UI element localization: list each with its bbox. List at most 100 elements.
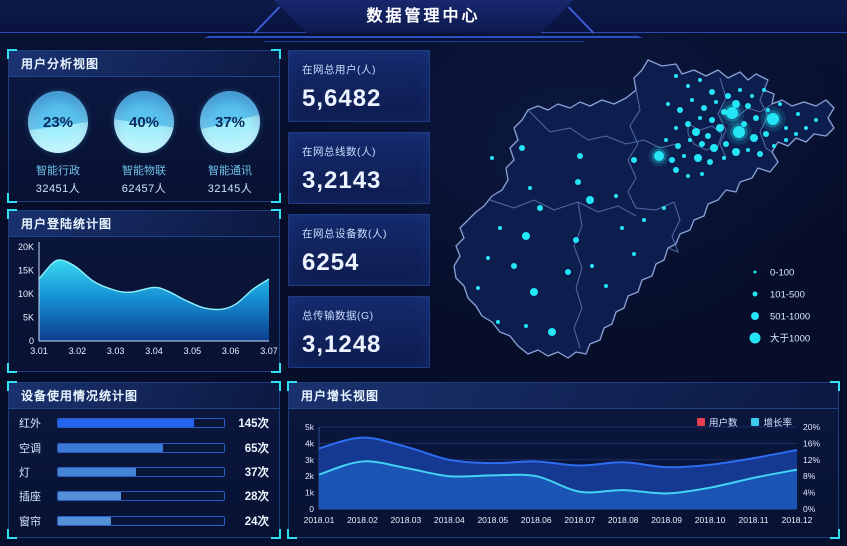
panel-device-usage: 设备使用情况统计图 红外 145次 空调 65次 灯 37次 插座 28次 [7,381,281,539]
gauge-count: 32145人 [207,183,253,195]
corner-accent [7,193,17,203]
stat-card-column: 在网总用户(人) 5,6482 在网总线数(人) 3,2143 在网总设备数(人… [288,50,430,368]
legend-swatch-growth-rate [751,418,760,426]
stat-label: 总传输数据(G) [302,310,374,322]
stat-value: 5,6482 [302,85,382,112]
svg-text:2018.01: 2018.01 [304,515,335,525]
corner-accent [271,363,281,373]
stat-card-total-data: 总传输数据(G) 3,1248 [288,296,430,368]
legend-label: 用户数 [708,418,738,429]
gauge-percent: 23% [42,113,74,131]
svg-text:2018.04: 2018.04 [434,515,465,525]
panel-title-user-analysis: 用户分析视图 [9,51,279,77]
corner-accent [271,193,281,203]
gauge-percent: 40% [128,113,160,131]
svg-text:3.02: 3.02 [69,346,87,356]
svg-text:8%: 8% [803,471,816,481]
stat-value: 6254 [302,249,360,276]
gauge-count: 62457人 [121,183,167,195]
svg-text:5K: 5K [23,313,34,323]
bar-value: 65次 [244,442,269,455]
bar-track [57,418,225,429]
gauge-label: 智能行政 [36,165,80,177]
corner-accent [287,381,297,391]
bar-value: 24次 [244,515,269,528]
svg-text:2018.08: 2018.08 [608,515,639,525]
corner-accent [7,529,17,539]
bar-fill [58,492,122,501]
svg-text:1k: 1k [305,488,315,498]
stat-label: 在网总设备数(人) [302,228,387,240]
panel-title-login-stats: 用户登陆统计图 [9,211,279,237]
svg-text:5k: 5k [305,422,315,432]
corner-accent [7,49,17,59]
bar-fill [58,419,195,428]
panel-user-analysis: 用户分析视图 23% 智能行政 32451人 40% 智能物联 62457人 3… [7,49,281,203]
corner-accent [7,381,17,391]
svg-text:3.04: 3.04 [145,346,163,356]
bar-value: 28次 [244,491,269,504]
legend-swatch-users [696,418,705,426]
svg-text:3.01: 3.01 [30,346,48,356]
svg-text:3.07: 3.07 [260,346,278,356]
growth-area-chart: 0 0% 1k 4% 2k 8% 3k 12% 4k 16% 5k 20% 2018.01 2018.02… [304,422,821,525]
gauge-count: 32451人 [35,183,81,195]
svg-text:2018.09: 2018.09 [651,515,682,525]
svg-text:501-1000: 501-1000 [770,312,810,323]
stat-label: 在网总用户(人) [302,64,376,76]
stat-value: 3,2143 [302,167,382,194]
corner-accent [271,529,281,539]
svg-text:3.03: 3.03 [107,346,125,356]
corner-accent [830,529,840,539]
svg-text:3.05: 3.05 [184,346,202,356]
stat-label: 在网总线数(人) [302,146,376,158]
gauge-admin: 23% 智能行政 32451人 [18,91,98,196]
login-area-chart: 0 5K 10K 15K 20K 3.01 3.02 3.03 3.04 3.05 3.06 3.07 [18,242,278,356]
legend-item-users[interactable]: 用户数 [696,415,738,429]
panel-user-growth: 用户增长视图 用户数 增长率 0 0% 1k 4% 2k 8% 3k 12% 4k 16% 5k 20… [287,381,840,539]
corner-accent [7,363,17,373]
bar-fill [58,516,112,525]
svg-text:4%: 4% [803,488,816,498]
header-bar: 数据管理中心 [0,0,847,34]
gauge-iot: 40% 智能物联 62457人 [104,91,184,196]
panel-login-stats: 用户登陆统计图 0 5K 10K 15K 20K 3.01 3.02 3.03 3.04 3.05… [7,209,281,373]
svg-text:101-500: 101-500 [770,290,805,301]
header-slash-left [253,6,280,34]
corner-accent [271,49,281,59]
svg-text:2018.05: 2018.05 [477,515,508,525]
legend-label: 增长率 [763,418,792,429]
bar-fill [58,467,137,476]
svg-text:10K: 10K [18,289,34,299]
panel-title-device-usage: 设备使用情况统计图 [9,383,279,409]
svg-text:12%: 12% [803,455,820,465]
bar-value: 145次 [238,418,269,431]
growth-legend: 用户数 增长率 [696,415,792,429]
svg-text:15K: 15K [18,266,34,276]
bar-label: 红外 [19,418,41,431]
corner-accent [287,529,297,539]
header-slash-right [567,6,594,34]
svg-text:大于1000: 大于1000 [770,333,810,345]
liquid-gauge: 40% [114,91,174,153]
bar-label: 空调 [19,442,41,455]
svg-text:2018.02: 2018.02 [347,515,378,525]
svg-text:3.06: 3.06 [222,346,240,356]
legend-item-growth-rate[interactable]: 增长率 [751,415,792,429]
svg-text:0: 0 [309,504,314,514]
svg-text:3k: 3k [305,455,315,465]
svg-text:2018.06: 2018.06 [521,515,552,525]
svg-text:4k: 4k [305,438,315,448]
stat-card-online-lines: 在网总线数(人) 3,2143 [288,132,430,204]
svg-text:20%: 20% [803,422,820,432]
header-ornament [203,35,644,38]
corner-accent [7,209,17,219]
region-scatter-map: 0-100 101-500 501-1000 大于1000 [453,59,835,359]
gauge-percent: 37% [214,113,246,131]
liquid-gauge: 23% [28,91,88,153]
bar-label: 窗帘 [19,515,41,528]
svg-text:2018.11: 2018.11 [738,515,768,525]
bar-label: 灯 [19,466,30,479]
svg-text:0: 0 [29,336,34,346]
